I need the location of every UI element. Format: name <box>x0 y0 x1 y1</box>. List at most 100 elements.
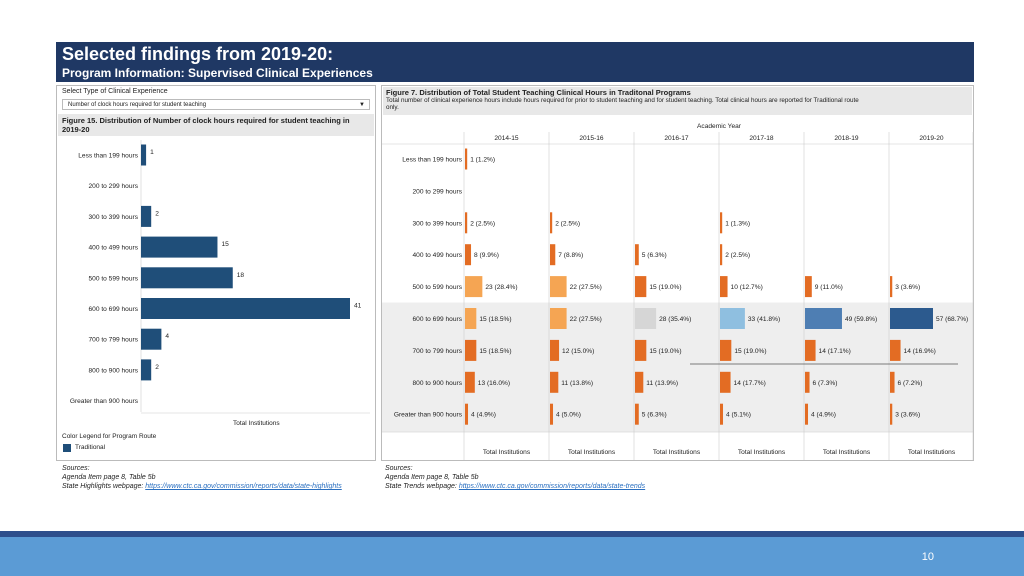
left-bar <box>141 359 152 381</box>
legend-item-traditional: Traditional <box>75 444 106 451</box>
left-category-label: 300 to 399 hours <box>89 214 139 221</box>
right-axis-label: Total Institutions <box>738 449 786 456</box>
left-bar-label: 1 <box>150 149 154 156</box>
left-bar <box>141 144 147 166</box>
right-bar-label: 1 (1.3%) <box>725 220 750 227</box>
left-bar <box>141 298 350 319</box>
right-bar <box>635 403 639 425</box>
right-category-label: 700 to 799 hours <box>413 348 463 355</box>
right-bar <box>635 339 647 361</box>
right-bar-label: 8 (9.9%) <box>474 252 499 259</box>
figure-7-desc-2: only. <box>386 104 399 111</box>
right-bar-label: 4 (4.9%) <box>471 412 496 419</box>
left-category-label: 700 to 799 hours <box>89 337 139 344</box>
state-highlights-link[interactable]: https://www.ctc.ca.gov/commission/report… <box>145 483 342 490</box>
right-bar-label: 12 (15.0%) <box>562 348 594 355</box>
right-bar <box>720 276 728 298</box>
right-bar-label: 22 (27.5%) <box>570 284 602 291</box>
left-category-label: Less than 199 hours <box>78 153 138 160</box>
right-axis-label: Total Institutions <box>483 449 531 456</box>
right-axis-label: Total Institutions <box>823 449 871 456</box>
right-bar <box>465 403 469 425</box>
slide-title: Selected findings from 2019-20: <box>62 44 334 64</box>
left-bar <box>141 328 162 350</box>
right-bar <box>720 212 723 234</box>
right-bar-label: 23 (28.4%) <box>485 284 517 291</box>
sources-right-label: Sources: <box>385 465 413 472</box>
sources-right-line1: Agenda Item page 8, Table 5b <box>385 474 479 481</box>
right-bar <box>805 308 842 329</box>
right-category-label: 800 to 900 hours <box>413 380 463 387</box>
sources-right-prefix: State Trends webpage: <box>385 483 459 490</box>
right-bar-label: 49 (59.8%) <box>845 316 877 323</box>
right-bar <box>720 244 723 266</box>
right-bar-label: 2 (2.5%) <box>725 252 750 259</box>
figure-15-title-line1: Figure 15. Distribution of Number of clo… <box>62 116 350 125</box>
right-bar-label: 2 (2.5%) <box>470 220 495 227</box>
right-bar-label: 22 (27.5%) <box>570 316 602 323</box>
legend-swatch-traditional <box>63 444 71 452</box>
right-bar-label: 15 (19.0%) <box>734 348 766 355</box>
left-bar <box>141 267 233 289</box>
right-bar <box>635 371 644 393</box>
right-bar <box>805 276 812 298</box>
right-bar-label: 13 (16.0%) <box>478 380 510 387</box>
sources-left-line1: Agenda Item page 8, Table 5b <box>62 474 156 481</box>
year-header: 2017-18 <box>749 135 774 142</box>
right-bar <box>465 276 483 298</box>
chevron-down-icon[interactable]: ▼ <box>359 102 365 108</box>
figure-7-desc-1: Total number of clinical experience hour… <box>386 97 859 104</box>
right-bar-label: 4 (5.1%) <box>726 412 751 419</box>
right-bar <box>890 276 893 298</box>
right-bar-label: 5 (6.3%) <box>642 412 667 419</box>
figure-15-title-line2: 2019-20 <box>62 125 90 134</box>
right-bar-label: 6 (7.3%) <box>813 380 838 387</box>
sources-right: Sources: Agenda Item page 8, Table 5b St… <box>385 464 645 491</box>
right-bar-label: 3 (3.6%) <box>895 412 920 419</box>
year-header: 2014-15 <box>494 135 519 142</box>
sources-left: Sources: Agenda Item page 8, Table 5b St… <box>62 464 342 491</box>
right-bar-label: 2 (2.5%) <box>555 220 580 227</box>
right-bar-label: 3 (3.6%) <box>895 284 920 291</box>
right-bar-label: 15 (19.0%) <box>649 348 681 355</box>
academic-year-header: Academic Year <box>697 123 742 130</box>
right-bar-label: 11 (13.8%) <box>561 380 593 387</box>
right-bar <box>465 244 472 266</box>
left-bar-label: 4 <box>165 333 169 340</box>
right-bar-label: 33 (41.8%) <box>748 316 780 323</box>
right-bar <box>890 308 933 329</box>
right-category-label: 200 to 299 hours <box>413 188 463 195</box>
clinical-experience-select[interactable]: Number of clock hours required for stude… <box>62 99 370 110</box>
sources-left-label: Sources: <box>62 465 90 472</box>
right-bar <box>805 403 809 425</box>
figure-7-title: Figure 7. Distribution of Total Student … <box>386 88 691 97</box>
select-label: Select Type of Clinical Experience <box>62 88 168 95</box>
right-bar-label: 15 (18.5%) <box>479 348 511 355</box>
state-trends-link[interactable]: https://www.ctc.ca.gov/commission/report… <box>458 483 646 490</box>
left-bar-label: 2 <box>155 364 159 371</box>
right-bar-label: 14 (17.1%) <box>819 348 851 355</box>
slide-subtitle: Program Information: Supervised Clinical… <box>62 66 373 80</box>
right-bar-label: 10 (12.7%) <box>731 284 763 291</box>
right-axis-label: Total Institutions <box>568 449 616 456</box>
right-bar <box>465 308 477 329</box>
right-category-label: Less than 199 hours <box>402 157 462 164</box>
right-bar <box>550 244 556 266</box>
figure-7-title-block: Figure 7. Distribution of Total Student … <box>383 87 972 115</box>
right-bar-label: 11 (13.9%) <box>646 380 678 387</box>
right-bar-label: 6 (7.2%) <box>898 380 923 387</box>
right-bar <box>635 308 657 329</box>
right-bar-label: 28 (35.4%) <box>659 316 691 323</box>
legend-title: Color Legend for Program Route <box>62 433 157 440</box>
year-header: 2019-20 <box>919 135 944 142</box>
left-category-label: 800 to 900 hours <box>89 367 139 374</box>
select-value: Number of clock hours required for stude… <box>68 102 207 108</box>
left-category-label: 400 to 499 hours <box>89 245 139 252</box>
right-bar <box>890 339 901 361</box>
right-bar-label: 14 (17.7%) <box>734 380 766 387</box>
right-bar <box>720 403 724 425</box>
right-bar <box>890 371 895 393</box>
right-bar-label: 4 (4.9%) <box>811 412 836 419</box>
right-panel: Figure 7. Distribution of Total Student … <box>381 85 974 461</box>
right-category-label: 400 to 499 hours <box>413 252 463 259</box>
